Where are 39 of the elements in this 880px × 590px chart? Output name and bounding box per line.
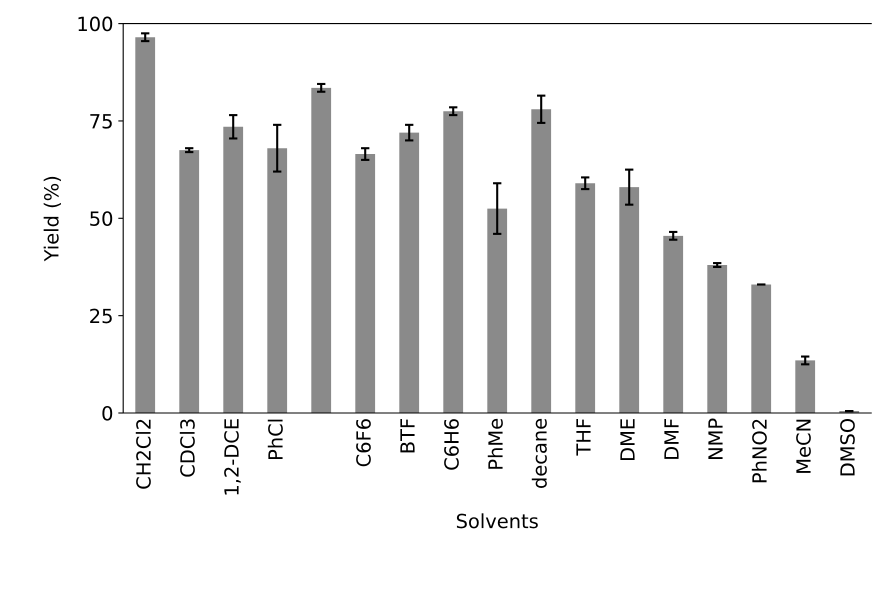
bar — [355, 154, 376, 413]
bar — [223, 126, 244, 413]
bar — [619, 187, 640, 413]
y-tick-label: 100 — [78, 16, 112, 32]
x-tick-label: PhCl — [268, 420, 283, 459]
bar — [663, 236, 684, 413]
bar — [751, 284, 772, 413]
bar — [443, 111, 464, 413]
x-tick-label: 1,2-DCE — [224, 419, 241, 494]
x-axis-title: Solvents — [456, 513, 538, 528]
x-tick-label: decane — [532, 418, 547, 488]
y-tick-label: 75 — [90, 114, 112, 129]
x-tick-label: MeCN — [796, 420, 811, 473]
x-tick-label: THF — [576, 418, 591, 456]
x-tick-label: DME — [620, 419, 635, 460]
bar — [179, 150, 200, 413]
y-tick-label: 25 — [90, 308, 112, 324]
bar — [311, 88, 332, 413]
x-tick-label: DMF — [664, 418, 679, 459]
bar — [795, 360, 816, 413]
y-tick-label: 50 — [90, 211, 112, 226]
x-tick-label: BTF — [400, 418, 415, 452]
bar — [487, 208, 508, 413]
x-tick-label: PhMe — [488, 418, 503, 469]
bar — [399, 132, 420, 413]
x-tick-label: CH2Cl2 — [136, 420, 151, 489]
bar — [267, 148, 288, 413]
x-tick-label: CDCl3 — [180, 419, 195, 477]
x-tick-label: NMP — [708, 418, 723, 459]
y-tick-label: 0 — [102, 406, 112, 421]
x-tick-label: DMSO — [840, 418, 855, 476]
bar — [531, 109, 552, 413]
bar — [135, 37, 156, 413]
x-tick-label: C6H6 — [444, 419, 459, 470]
bar — [575, 183, 596, 413]
bar — [707, 265, 728, 413]
x-tick-label: PhNO2 — [752, 420, 767, 482]
y-axis-title: Yield (%) — [44, 176, 61, 262]
x-tick-label: C6F6 — [356, 419, 371, 466]
